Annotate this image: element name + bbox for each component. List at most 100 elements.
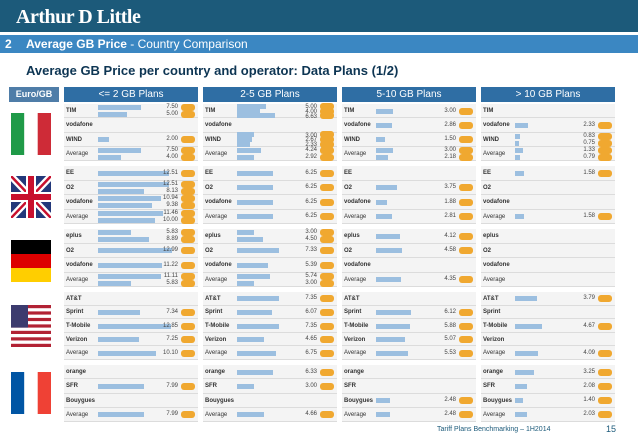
operator-label: vodafone [344,122,371,129]
row-divider [342,179,476,181]
data-bar [376,277,401,283]
operator-label: SFR [205,383,217,390]
data-bar [237,113,275,119]
data-bar [98,196,161,202]
data-label: 3.00 [444,107,456,114]
average-label: Average [66,276,89,283]
data-bar [237,337,264,343]
row-divider [64,286,198,287]
row-divider [203,160,337,161]
row-divider [203,304,337,306]
data-bar [98,412,144,418]
coin-icon [598,397,612,405]
operator-label: vodafone [483,122,510,129]
row-divider [203,331,337,333]
coin-icon [320,295,334,303]
row-divider [342,331,476,333]
coin-icon [320,411,334,419]
chart-panel: orange SFR Bouygues 2.48 Average 2.48 [342,365,476,422]
data-label: 1.88 [444,198,456,205]
data-label: 5.00 [305,104,317,110]
data-label: 2.92 [305,153,317,160]
row-divider [64,271,198,273]
operator-label: Verizon [483,336,505,343]
operator-label: Sprint [205,309,223,316]
data-label: 6.12 [444,308,456,315]
average-label: Average [205,411,228,418]
data-bar [98,273,162,279]
row-divider [64,179,198,181]
coin-icon [320,229,334,237]
coin-icon [320,153,334,161]
chart-panel: eplus 5.83 8.89 O2 12.99 vodafone 11.22 Average… [64,229,198,287]
coin-icon [181,202,195,210]
data-bar [98,181,170,187]
row-divider [342,304,476,306]
coin-icon [320,198,334,206]
row-divider [64,318,198,320]
data-bar [237,350,276,356]
chart-panel: eplus 3.00 4.50 O2 7.33 vodafone 5.39 Average 5.… [203,229,337,287]
operator-label: Verizon [344,336,366,343]
data-label: 2.08 [583,382,595,389]
chart-panel: orange SFR 7.99 Bouygues Average 7.99 [64,365,198,422]
coin-icon [320,213,334,221]
data-bar [376,248,403,254]
operator-label: vodafone [66,262,93,269]
data-bar [515,170,525,176]
operator-label: vodafone [66,199,93,206]
data-bar [515,147,523,153]
row-divider [64,208,198,210]
row-divider [481,406,615,408]
data-bar [98,203,152,209]
row-divider [481,257,615,258]
row-divider [64,223,198,224]
coin-icon [459,121,473,129]
data-label: 12.51 [162,180,178,187]
row-divider [342,286,476,287]
row-divider [203,271,337,273]
coin-icon [459,247,473,255]
coin-icon [320,382,334,390]
chart-panel: AT&T 7.35 Sprint 6.07 T-Mobile 7.35 Verizon 4.6… [203,292,337,360]
footer-text: Tariff Plans Benchmarking – 1H2014 [437,426,551,433]
company-logo: Arthur D Little [16,6,141,28]
operator-label: Sprint [66,309,84,316]
coin-icon [459,232,473,240]
operator-label: vodafone [66,122,93,129]
data-label: 3.79 [583,295,595,302]
operator-label: EE [66,170,75,177]
average-label: Average [205,213,228,220]
operator-label: vodafone [483,199,510,206]
coin-icon [181,382,195,390]
row-divider [64,421,198,422]
data-label: 2.81 [444,213,456,220]
average-label: Average [483,411,506,418]
row-divider [481,318,615,320]
data-label: 7.25 [166,336,178,343]
coin-icon [598,295,612,303]
data-label: 7.99 [166,411,178,418]
operator-label: vodafone [205,199,232,206]
data-label: 7.99 [166,382,178,389]
coin-icon [459,184,473,192]
coin-icon [459,349,473,357]
chart-title: Average GB Price per country and operato… [26,63,399,78]
data-bar [376,350,408,356]
row-divider [481,145,615,147]
row-divider [64,145,198,147]
operator-label: T-Mobile [483,323,508,329]
coin-icon [181,104,195,112]
data-bar [98,323,172,329]
data-bar [515,323,542,329]
row-divider [342,359,476,360]
row-divider [342,242,476,244]
row-divider [203,392,337,394]
operator-label: TIM [66,108,77,115]
chart-panel: EE O2 3.75 vodafone 1.88 Average 2.81 [342,166,476,224]
data-label: 5.83 [166,229,178,236]
coin-icon [459,153,473,161]
operator-label: orange [66,369,87,376]
operator-label: O2 [483,247,492,254]
row-divider [203,421,337,422]
